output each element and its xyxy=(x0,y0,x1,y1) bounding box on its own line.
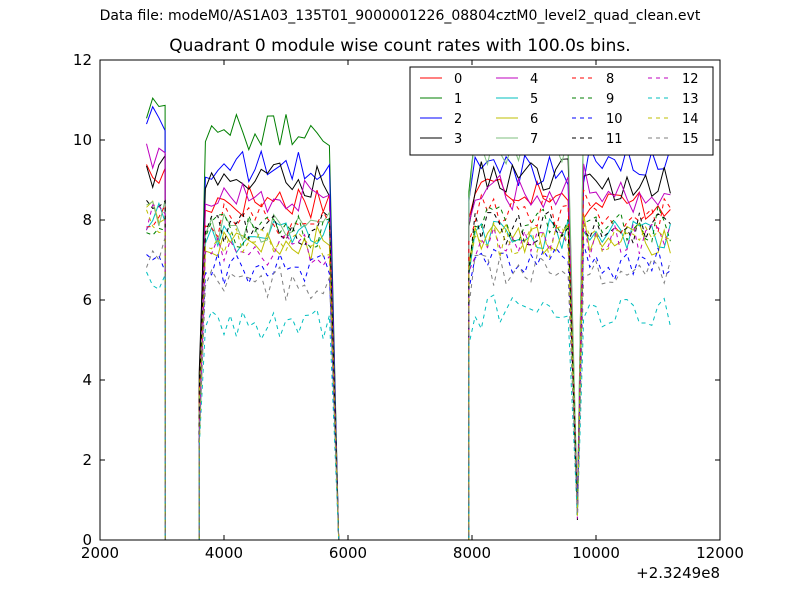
x-tick-label: 4000 xyxy=(205,544,243,562)
legend-label: 9 xyxy=(606,92,614,107)
legend-label: 15 xyxy=(682,132,699,147)
series-line-4 xyxy=(146,143,671,541)
legend-label: 8 xyxy=(606,72,614,87)
series-layer xyxy=(146,97,671,541)
y-tick-label: 12 xyxy=(73,51,92,69)
y-tick-label: 4 xyxy=(82,371,92,389)
series-line-12 xyxy=(146,204,671,541)
series-line-2 xyxy=(146,105,671,541)
series-line-7 xyxy=(146,101,671,541)
legend-label: 11 xyxy=(606,132,623,147)
ticks-layer: 2000 4000 6000 8000 10000 12000024681012+2.32… xyxy=(73,51,744,582)
legend-label: 13 xyxy=(682,92,699,107)
series-line-6 xyxy=(146,200,671,541)
series-line-9 xyxy=(146,204,671,541)
y-tick-label: 6 xyxy=(82,291,92,309)
legend-label: 4 xyxy=(530,72,538,87)
series-line-13 xyxy=(146,271,671,541)
series-line-10 xyxy=(146,243,671,541)
legend-box xyxy=(409,66,714,156)
x-tick-label: 6000 xyxy=(329,544,367,562)
series-line-15 xyxy=(146,237,671,541)
x-offset-label: +2.3249e8 xyxy=(636,564,720,582)
series-line-11 xyxy=(146,199,671,541)
series-line-3 xyxy=(146,154,671,541)
series-line-14 xyxy=(146,209,671,541)
x-tick-label: 2000 xyxy=(81,544,119,562)
x-tick-label: 12000 xyxy=(696,544,744,562)
legend-label: 10 xyxy=(606,112,623,127)
legend-label: 6 xyxy=(530,112,538,127)
legend-label: 12 xyxy=(682,72,699,87)
series-line-5 xyxy=(146,201,671,541)
y-tick-label: 2 xyxy=(82,451,92,469)
data-file-title: Data file: modeM0/AS1A03_135T01_90000012… xyxy=(99,8,701,24)
series-line-8 xyxy=(146,189,671,541)
legend-label: 1 xyxy=(454,92,462,107)
y-tick-label: 10 xyxy=(73,131,92,149)
legend-label: 2 xyxy=(454,112,462,127)
legend-label: 0 xyxy=(454,72,462,87)
x-tick-label: 8000 xyxy=(453,544,491,562)
y-tick-label: 0 xyxy=(82,531,92,549)
legend-label: 7 xyxy=(530,132,538,147)
chart-title: Quadrant 0 module wise count rates with … xyxy=(169,36,631,56)
series-line-0 xyxy=(146,164,671,541)
legend-label: 3 xyxy=(454,132,462,147)
x-tick-label: 10000 xyxy=(572,544,620,562)
y-tick-label: 8 xyxy=(82,211,92,229)
legend-label: 5 xyxy=(530,92,538,107)
legend-label: 14 xyxy=(682,112,699,127)
